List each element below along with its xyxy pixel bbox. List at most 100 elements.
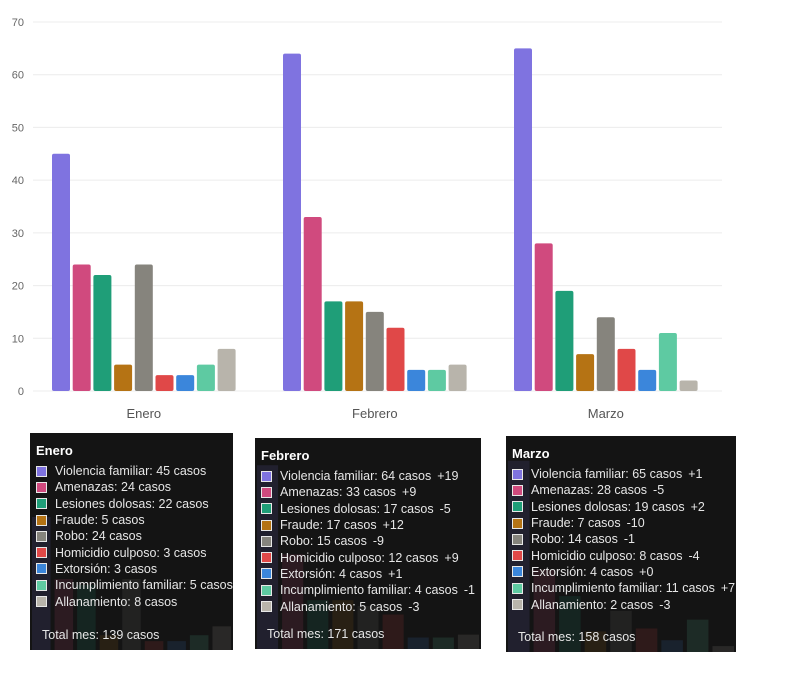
tooltip-row-label: Lesiones dolosas: 19 casos (531, 499, 685, 514)
tooltip-row-label: Violencia familiar: 64 casos (280, 469, 432, 484)
color-swatch (512, 533, 523, 545)
bar[interactable] (555, 290, 574, 391)
bar[interactable] (324, 301, 343, 391)
y-tick-label: 60 (12, 70, 24, 82)
bar[interactable] (658, 333, 677, 391)
bars (52, 48, 698, 391)
tooltip-row-label: Extorsión: 3 casos (55, 561, 158, 576)
tooltip-bg-bar (144, 641, 164, 650)
bar[interactable] (576, 354, 595, 391)
tooltip-row-label: Amenazas: 28 casos (531, 483, 648, 498)
color-swatch (36, 530, 47, 542)
tooltip-febrero: Febrero Violencia familiar: 64 casos +19 A… (255, 438, 481, 649)
tooltip-row-delta: +0 (639, 564, 654, 579)
tooltip-row: Incumplimiento familiar: 11 casos +7 (512, 580, 735, 596)
tooltip-row-label: Fraude: 5 casos (55, 513, 145, 528)
tooltip-row-label: Extorsión: 4 casos (280, 566, 383, 581)
tooltip-row: Extorsión: 3 casos (36, 561, 227, 577)
bar[interactable] (345, 301, 364, 391)
bar[interactable] (407, 369, 426, 391)
color-swatch (261, 470, 272, 482)
tooltip-row-delta: -1 (463, 583, 475, 598)
bar[interactable] (448, 364, 467, 391)
tooltip-row-label: Extorsión: 4 casos (531, 564, 634, 579)
y-tick-label: 50 (12, 122, 24, 134)
bar[interactable] (217, 348, 236, 391)
bar[interactable] (679, 380, 698, 391)
bar[interactable] (134, 264, 153, 391)
color-swatch (261, 519, 272, 531)
bar[interactable] (303, 217, 322, 391)
tooltip-bg-bar (122, 579, 141, 650)
tooltip-row-delta: -4 (688, 548, 700, 563)
bar[interactable] (196, 364, 215, 391)
bar[interactable] (427, 369, 446, 391)
tooltip-bg-bar (77, 584, 96, 650)
bar[interactable] (52, 153, 70, 391)
bar[interactable] (617, 348, 636, 391)
bar[interactable] (155, 375, 174, 391)
x-category-label: Enero (126, 406, 161, 421)
color-swatch (36, 498, 47, 510)
tooltip-row: Robo: 24 casos (36, 528, 227, 544)
tooltip-row: Violencia familiar: 45 casos (36, 463, 227, 479)
tooltip-row: Amenazas: 24 casos (36, 479, 227, 495)
y-tick-label: 0 (18, 386, 24, 398)
tooltip-row: Allanamiento: 8 casos (36, 593, 227, 609)
tooltip-row-delta: +19 (437, 469, 459, 484)
bar[interactable] (638, 369, 657, 391)
tooltip-row: Fraude: 17 casos +12 (261, 517, 475, 533)
y-tick-label: 30 (12, 228, 24, 240)
color-swatch (261, 568, 272, 580)
bar[interactable] (534, 243, 553, 391)
color-swatch (36, 465, 47, 477)
color-swatch (261, 486, 272, 498)
tooltip-row-label: Amenazas: 33 casos (280, 485, 397, 500)
color-swatch (36, 596, 47, 608)
tooltip-row-label: Homicidio culposo: 3 casos (55, 545, 207, 560)
tooltip-row-label: Lesiones dolosas: 22 casos (55, 496, 209, 511)
color-swatch (512, 582, 523, 594)
bar[interactable] (93, 275, 112, 391)
color-swatch (36, 579, 47, 591)
tooltip-row: Homicidio culposo: 3 casos (36, 544, 227, 560)
tooltip-row-delta: -5 (653, 483, 665, 498)
bar[interactable] (365, 311, 384, 391)
tooltip-bg-bar (457, 634, 479, 649)
bar[interactable] (176, 375, 195, 391)
tooltip-row: Violencia familiar: 64 casos +19 (261, 468, 475, 484)
bar-chart: 0 10 20 30 40 50 60 70 Enero Febrero Marzo (12, 17, 722, 421)
tooltip-row: Allanamiento: 5 casos -3 (261, 598, 475, 614)
tooltip-row-label: Robo: 14 casos (531, 532, 618, 547)
bar[interactable] (596, 317, 615, 391)
tooltip-title: Marzo (512, 446, 550, 461)
tooltip-row: Violencia familiar: 65 casos +1 (512, 466, 730, 482)
tooltip-row-label: Incumplimiento familiar: 11 casos (531, 581, 715, 596)
tooltip-row-delta: +12 (382, 518, 404, 533)
y-tick-label: 70 (12, 17, 24, 29)
bar[interactable] (114, 364, 133, 391)
tooltip-bg-bar (382, 614, 404, 649)
color-swatch (261, 601, 272, 613)
bar[interactable] (72, 264, 91, 391)
tooltip-row-delta: -10 (626, 516, 645, 531)
tooltip-row-label: Allanamiento: 5 casos (280, 599, 403, 614)
bar[interactable] (283, 53, 301, 391)
color-swatch (261, 584, 272, 596)
tooltip-row: Homicidio culposo: 8 casos -4 (512, 547, 730, 563)
tooltip-title: Febrero (261, 448, 310, 463)
tooltip-row: Incumplimiento familiar: 5 casos (36, 577, 233, 593)
tooltip-bg-bar (332, 600, 354, 649)
tooltip-row-label: Allanamiento: 2 casos (531, 597, 654, 612)
bar[interactable] (514, 48, 532, 391)
tooltip-row: Lesiones dolosas: 19 casos +2 (512, 499, 730, 515)
y-tick-label: 20 (12, 281, 24, 293)
tooltip-row-delta: +9 (444, 550, 459, 565)
color-swatch (512, 599, 523, 611)
tooltip-rows: Violencia familiar: 65 casos +1 Amenazas: … (512, 466, 735, 613)
tooltip-bg-bar (54, 579, 74, 650)
tooltip-row-label: Fraude: 7 casos (531, 516, 621, 531)
color-swatch (512, 566, 523, 578)
bar[interactable] (386, 327, 405, 391)
tooltip-bg-bar (282, 554, 304, 649)
